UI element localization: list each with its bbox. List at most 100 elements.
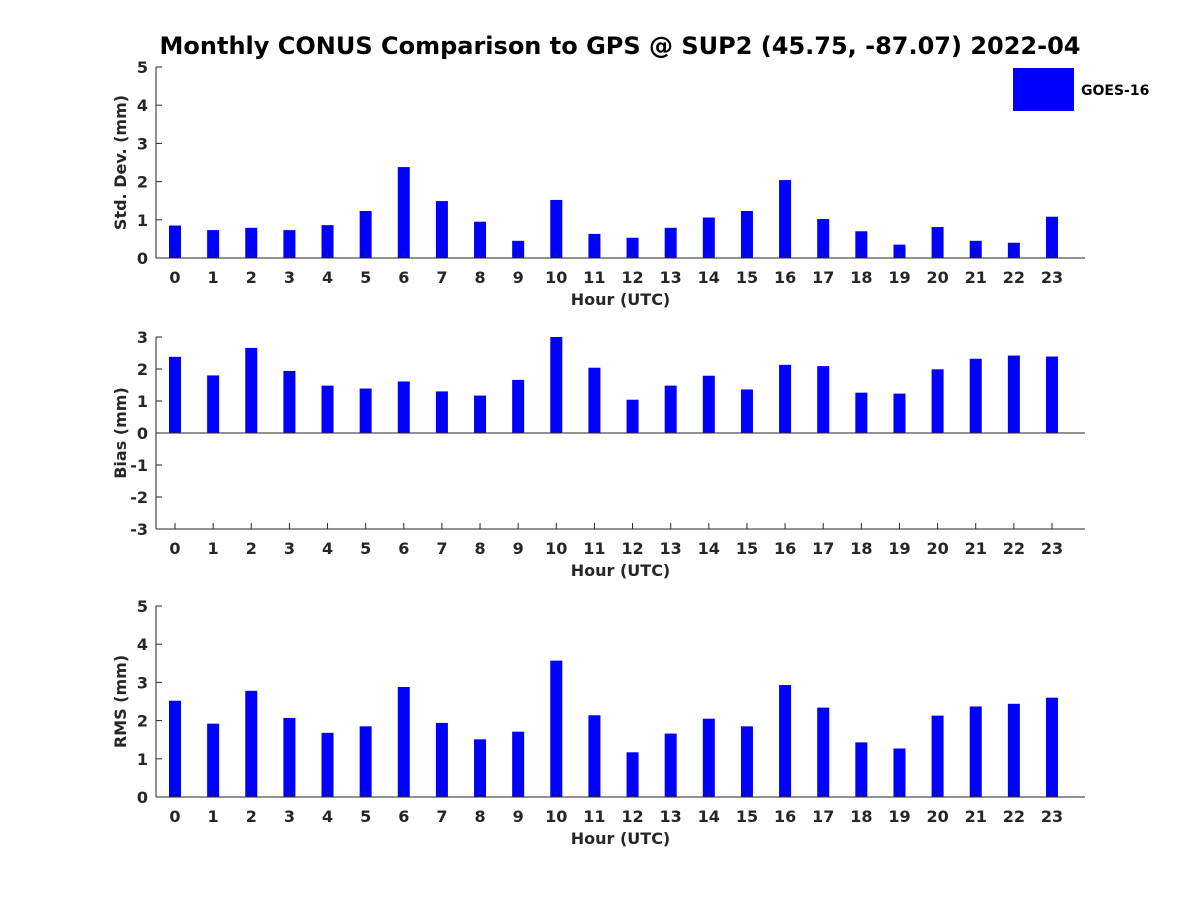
rms-bar-hour-18	[855, 742, 868, 797]
std-dev-x-tick-label: 19	[888, 268, 910, 287]
std-dev-x-tick-label: 0	[169, 268, 180, 287]
rms-x-tick-label: 13	[660, 807, 682, 826]
bias-bar-hour-8	[474, 395, 487, 433]
std-dev-y-tick-label: 1	[137, 211, 148, 230]
rms-x-tick-label: 17	[812, 807, 834, 826]
bias-bar-hour-7	[435, 391, 448, 433]
bias-bar-hour-23	[1045, 356, 1058, 433]
std-dev-bar-hour-15	[740, 211, 753, 258]
bias-bar-hour-4	[321, 385, 334, 433]
rms-bar-hour-5	[359, 726, 372, 797]
bias-bar-hour-12	[626, 399, 639, 433]
bias-x-tick-label: 9	[513, 539, 524, 558]
std-dev-x-tick-label: 23	[1041, 268, 1063, 287]
std-dev-x-tick-label: 20	[926, 268, 948, 287]
rms-x-tick-label: 9	[513, 807, 524, 826]
bias-x-tick-label: 7	[436, 539, 447, 558]
rms-y-tick-label: 5	[137, 597, 148, 616]
rms-y-tick-label: 4	[137, 635, 148, 654]
std-dev-x-tick-label: 6	[398, 268, 409, 287]
std-dev-bar-hour-9	[512, 240, 525, 258]
rms-bar-hour-7	[435, 722, 448, 797]
rms-y-tick-label: 0	[137, 788, 148, 807]
rms-x-tick-label: 5	[360, 807, 371, 826]
bias-bar-hour-0	[169, 356, 181, 433]
rms-bar-hour-9	[512, 731, 525, 797]
std-dev-bar-hour-6	[397, 167, 410, 258]
bias-x-tick-label: 23	[1041, 539, 1063, 558]
std-dev-y-tick-label: 5	[137, 58, 148, 77]
rms-x-tick-label: 8	[474, 807, 485, 826]
std-dev-x-axis-label: Hour (UTC)	[571, 290, 671, 309]
rms-x-tick-label: 16	[774, 807, 796, 826]
bias-y-tick-label: 0	[137, 424, 148, 443]
rms-x-tick-label: 19	[888, 807, 910, 826]
std-dev-bar-hour-5	[359, 211, 372, 258]
rms-y-tick-label: 1	[137, 750, 148, 769]
std-dev-y-axis-label: Std. Dev. (mm)	[111, 95, 130, 230]
rms-bar-hour-6	[397, 686, 410, 797]
bias-x-tick-label: 20	[926, 539, 948, 558]
std-dev-bar-hour-7	[435, 201, 448, 258]
bias-bar-hour-19	[893, 393, 906, 433]
bias-x-tick-label: 17	[812, 539, 834, 558]
std-dev-x-tick-label: 18	[850, 268, 872, 287]
std-dev-x-tick-label: 12	[621, 268, 643, 287]
std-dev-x-tick-label: 2	[246, 268, 257, 287]
rms-x-tick-label: 7	[436, 807, 447, 826]
rms-bar-hour-0	[169, 700, 181, 797]
rms-bar-hour-10	[550, 660, 563, 797]
rms-bar-hour-23	[1045, 697, 1058, 797]
rms-bar-hour-13	[664, 733, 677, 797]
rms-bar-hour-1	[207, 723, 220, 797]
bias-bar-hour-5	[359, 388, 372, 433]
bias-x-tick-label: 2	[246, 539, 257, 558]
std-dev-x-tick-label: 11	[583, 268, 605, 287]
bias-bar-hour-15	[740, 389, 753, 433]
std-dev-bar-hour-19	[893, 244, 906, 258]
std-dev-bar-hour-11	[588, 233, 601, 258]
rms-x-tick-label: 14	[698, 807, 720, 826]
std-dev-bar-hour-16	[779, 180, 792, 258]
bias-y-tick-label: 3	[137, 328, 148, 347]
std-dev-bar-hour-10	[550, 199, 563, 258]
std-dev-y-tick-label: 4	[137, 96, 148, 115]
rms-x-tick-label: 12	[621, 807, 643, 826]
bias-bar-hour-22	[1007, 355, 1020, 433]
std-dev-bar-hour-14	[702, 217, 715, 258]
bias-bar-hour-14	[702, 375, 715, 433]
std-dev-bar-hour-18	[855, 231, 868, 258]
rms-x-tick-label: 21	[965, 807, 987, 826]
std-dev-x-tick-label: 1	[208, 268, 219, 287]
std-dev-x-tick-label: 14	[698, 268, 720, 287]
std-dev-x-tick-label: 15	[736, 268, 758, 287]
rms-x-tick-label: 0	[169, 807, 180, 826]
rms-bar-hour-19	[893, 748, 906, 797]
bias-bar-hour-11	[588, 367, 601, 433]
std-dev-x-tick-label: 13	[660, 268, 682, 287]
rms-y-axis-label: RMS (mm)	[111, 655, 130, 748]
rms-y-tick-label: 2	[137, 712, 148, 731]
rms-x-tick-label: 3	[284, 807, 295, 826]
std-dev-x-tick-label: 5	[360, 268, 371, 287]
bias-bar-hour-16	[779, 364, 792, 433]
bias-x-tick-label: 8	[474, 539, 485, 558]
legend-label-goes-16: GOES-16	[1081, 83, 1149, 99]
bias-bar-hour-3	[283, 370, 296, 433]
std-dev-bar-hour-8	[474, 221, 487, 258]
bias-bar-hour-9	[512, 379, 525, 433]
std-dev-bar-hour-13	[664, 227, 677, 258]
std-dev-y-tick-label: 0	[137, 249, 148, 268]
bias-x-tick-label: 15	[736, 539, 758, 558]
bias-bar-hour-10	[550, 337, 563, 433]
rms-x-tick-label: 20	[926, 807, 948, 826]
std-dev-bar-hour-17	[817, 219, 830, 258]
bias-x-tick-label: 21	[965, 539, 987, 558]
std-dev-x-tick-label: 22	[1003, 268, 1025, 287]
std-dev-y-tick-label: 3	[137, 134, 148, 153]
bias-x-tick-label: 18	[850, 539, 872, 558]
std-dev-x-tick-label: 16	[774, 268, 796, 287]
